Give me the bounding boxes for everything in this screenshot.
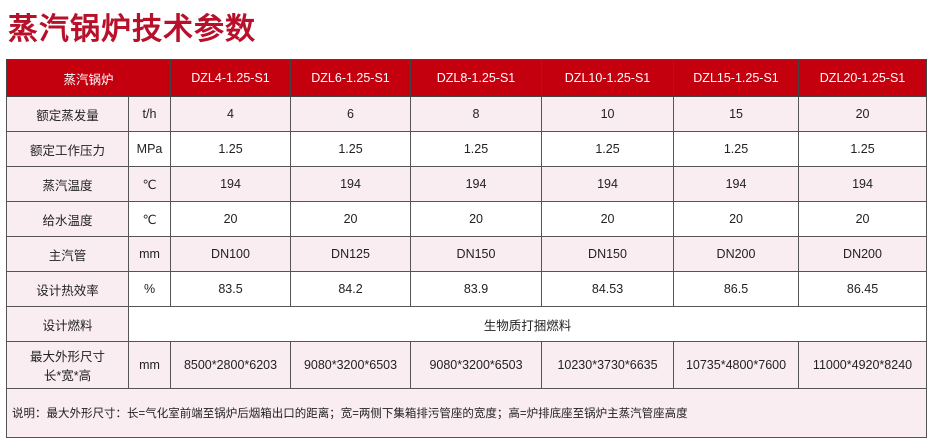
cell: 194 — [170, 166, 292, 202]
header-label: 蒸汽锅炉 — [5, 59, 172, 97]
cell: 15 — [673, 96, 800, 132]
cell: 20 — [798, 96, 928, 132]
cell: 20 — [798, 201, 928, 237]
row-label: 主汽管 — [6, 236, 129, 272]
table-row: 额定工作压力 MPa 1.25 1.25 1.25 1.25 1.25 1.25 — [6, 131, 928, 167]
row-label: 额定工作压力 — [6, 131, 129, 167]
cell: 86.5 — [673, 271, 800, 307]
fuel-row: 设计燃料 生物质打捆燃料 — [6, 306, 928, 342]
cell: 20 — [541, 201, 675, 237]
row-label: 设计热效率 — [6, 271, 129, 307]
cell: 6 — [290, 96, 412, 132]
cell: 1.25 — [410, 131, 543, 167]
fuel-value: 生物质打捆燃料 — [127, 306, 928, 342]
cell: DN150 — [541, 236, 675, 272]
cell: 20 — [290, 201, 412, 237]
row-unit: % — [127, 271, 172, 307]
cell: 20 — [673, 201, 800, 237]
cell: 10735*4800*7600 — [673, 341, 800, 389]
cell: 1.25 — [798, 131, 928, 167]
cell: DN100 — [170, 236, 292, 272]
model-header: DZL10-1.25-S1 — [541, 59, 675, 97]
cell: 8500*2800*6203 — [170, 341, 292, 389]
cell: 8 — [410, 96, 543, 132]
note: 说明：最大外形尺寸：长=气化室前端至锅炉后烟箱出口的距离；宽=两侧下集箱排污管座… — [5, 388, 928, 438]
cell: 84.2 — [290, 271, 412, 307]
cell: DN125 — [290, 236, 412, 272]
model-header: DZL15-1.25-S1 — [673, 59, 800, 97]
cell: 20 — [170, 201, 292, 237]
cell: DN200 — [673, 236, 800, 272]
cell: 194 — [290, 166, 412, 202]
cell: 20 — [410, 201, 543, 237]
row-unit: ℃ — [127, 166, 172, 202]
row-label: 给水温度 — [6, 201, 129, 237]
row-unit: mm — [127, 236, 172, 272]
cell: 10 — [541, 96, 675, 132]
spec-table: 蒸汽锅炉 DZL4-1.25-S1 DZL6-1.25-S1 DZL8-1.25… — [5, 59, 928, 438]
cell: 83.5 — [170, 271, 292, 307]
cell: 9080*3200*6503 — [290, 341, 412, 389]
row-label: 蒸汽温度 — [6, 166, 129, 202]
model-header: DZL20-1.25-S1 — [798, 59, 928, 97]
table-row: 蒸汽温度 ℃ 194 194 194 194 194 194 — [6, 166, 928, 202]
row-unit: mm — [127, 341, 172, 389]
note-row: 说明：最大外形尺寸：长=气化室前端至锅炉后烟箱出口的距离；宽=两侧下集箱排污管座… — [5, 388, 928, 438]
cell: 1.25 — [290, 131, 412, 167]
cell: 1.25 — [170, 131, 292, 167]
cell: 194 — [673, 166, 800, 202]
cell: 1.25 — [673, 131, 800, 167]
table-row: 主汽管 mm DN100 DN125 DN150 DN150 DN200 DN200 — [6, 236, 928, 272]
cell: 1.25 — [541, 131, 675, 167]
row-label-line1: 最大外形尺寸 — [29, 350, 105, 364]
table-row: 给水温度 ℃ 20 20 20 20 20 20 — [6, 201, 928, 237]
cell: DN200 — [798, 236, 928, 272]
cell: 194 — [410, 166, 543, 202]
row-label: 额定蒸发量 — [6, 96, 129, 132]
cell: 10230*3730*6635 — [541, 341, 675, 389]
header-row: 蒸汽锅炉 DZL4-1.25-S1 DZL6-1.25-S1 DZL8-1.25… — [5, 59, 928, 97]
model-header: DZL4-1.25-S1 — [170, 59, 292, 97]
table-row: 额定蒸发量 t/h 4 6 8 10 15 20 — [6, 96, 928, 132]
model-header: DZL6-1.25-S1 — [290, 59, 412, 97]
cell: 194 — [541, 166, 675, 202]
dimensions-row: 最大外形尺寸 长*宽*高 mm 8500*2800*6203 9080*3200*… — [6, 341, 928, 389]
cell: 194 — [798, 166, 928, 202]
cell: DN150 — [410, 236, 543, 272]
row-label-line2: 长*宽*高 — [43, 369, 92, 383]
model-header: DZL8-1.25-S1 — [410, 59, 543, 97]
cell: 11000*4920*8240 — [798, 341, 928, 389]
row-label: 设计燃料 — [6, 306, 129, 342]
table-row: 设计热效率% 83.5 84.2 83.9 84.53 86.5 86.45 — [6, 271, 928, 307]
cell: 84.53 — [541, 271, 675, 307]
page-title: 蒸汽锅炉技术参数 — [8, 12, 256, 47]
cell: 86.45 — [798, 271, 928, 307]
row-unit: ℃ — [127, 201, 172, 237]
row-label: 最大外形尺寸 长*宽*高 — [6, 341, 129, 389]
row-unit: MPa — [127, 131, 172, 167]
cell: 4 — [170, 96, 292, 132]
cell: 9080*3200*6503 — [410, 341, 543, 389]
cell: 83.9 — [410, 271, 543, 307]
row-unit: t/h — [127, 96, 172, 132]
